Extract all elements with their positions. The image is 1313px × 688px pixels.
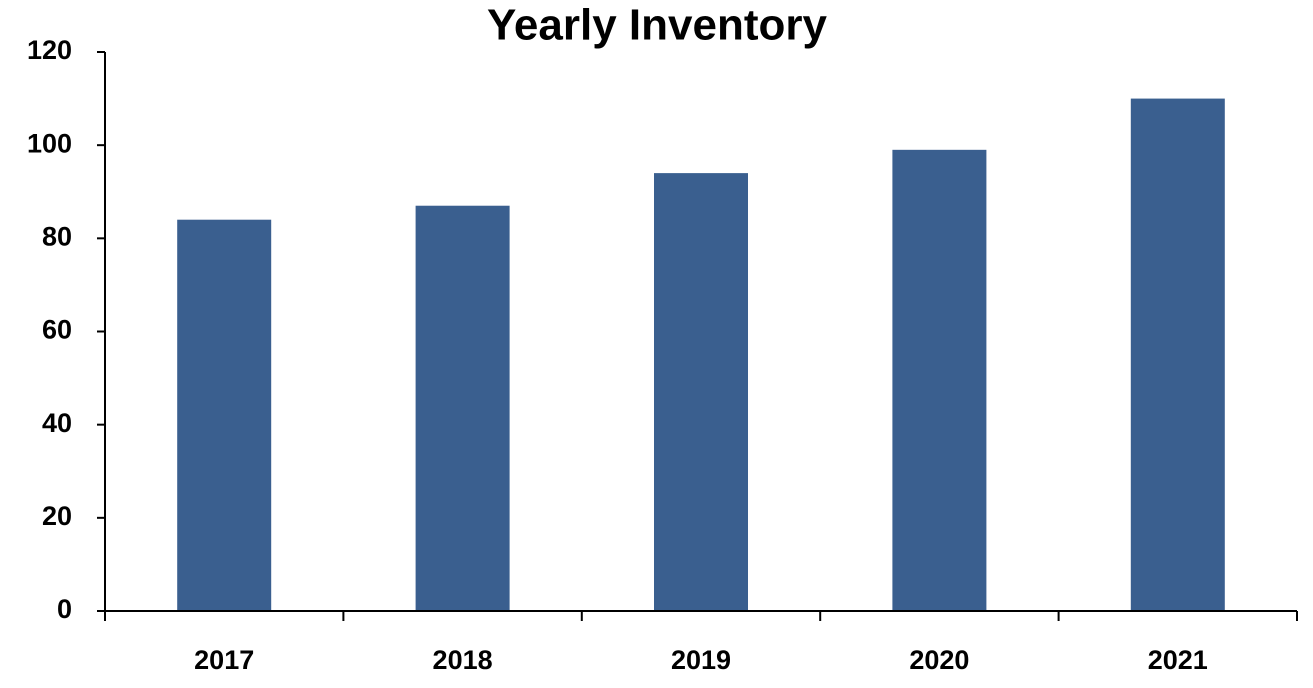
- y-tick-label: 80: [42, 221, 72, 251]
- bar: [415, 205, 510, 611]
- bar: [1130, 98, 1225, 612]
- y-tick-label: 100: [27, 128, 72, 158]
- bar: [654, 173, 748, 611]
- y-tick-label: 60: [42, 315, 72, 345]
- y-tick-label: 0: [57, 594, 72, 624]
- bar: [177, 219, 272, 611]
- x-tick-label: 2021: [1148, 645, 1208, 675]
- x-tick-label: 2020: [909, 645, 969, 675]
- x-tick-label: 2018: [433, 645, 493, 675]
- bar: [892, 149, 987, 611]
- y-tick-label: 40: [42, 408, 72, 438]
- x-tick-label: 2017: [194, 645, 254, 675]
- y-tick-label: 120: [27, 35, 72, 65]
- chart-title: Yearly Inventory: [487, 1, 827, 50]
- x-tick-label: 2019: [671, 645, 731, 675]
- y-tick-label: 20: [42, 501, 72, 531]
